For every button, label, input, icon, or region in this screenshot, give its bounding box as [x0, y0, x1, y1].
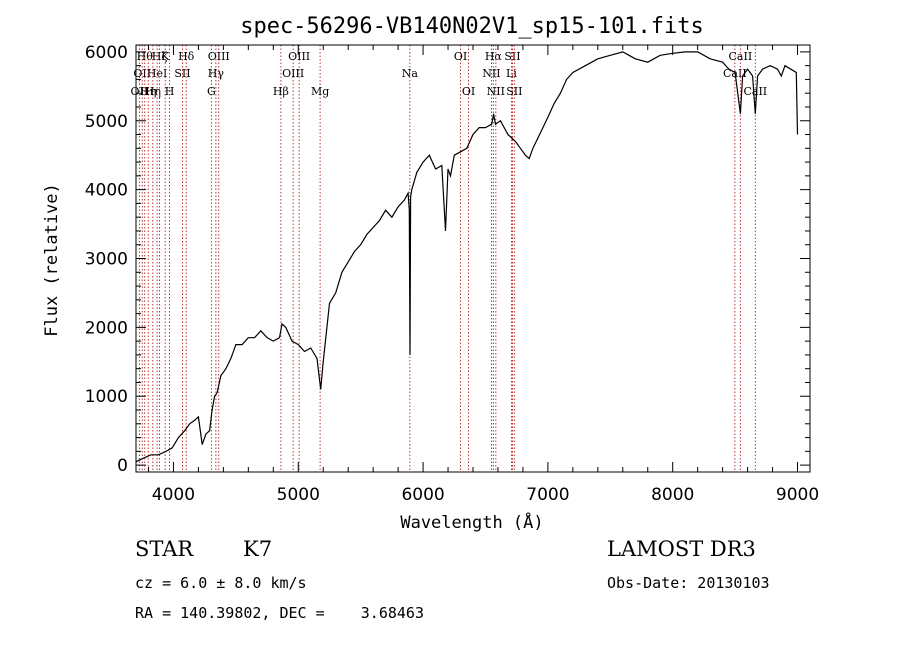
- line-marker-label: Hθ: [137, 50, 154, 63]
- y-tick-label: 3000: [85, 250, 128, 270]
- line-marker-label: K: [161, 50, 170, 63]
- line-marker-label: H: [165, 85, 175, 98]
- line-marker-label: Hβ: [273, 85, 289, 98]
- line-marker-label: Mg: [311, 85, 329, 98]
- line-marker-label: OII: [131, 85, 149, 98]
- x-axis-label: Wavelength (Å): [400, 511, 543, 533]
- line-marker-label: OIII: [282, 67, 304, 80]
- y-tick-label: 0: [117, 456, 128, 476]
- y-tick-label: 5000: [85, 112, 128, 132]
- x-tick-label: 4000: [152, 485, 195, 505]
- line-marker-label: OII: [133, 67, 151, 80]
- line-marker-label: NII: [487, 85, 505, 98]
- y-axis-label: Flux (relative): [42, 183, 62, 337]
- x-axis: 4000 5000 6000 7000 8000 9000: [147, 45, 819, 505]
- x-tick-label: 8000: [651, 485, 694, 505]
- line-marker-label: Hη: [145, 85, 161, 98]
- y-tick-label: 2000: [85, 318, 128, 338]
- line-marker-label: Li: [506, 67, 517, 80]
- line-marker-label: OIII: [288, 50, 310, 63]
- line-marker-label: OIII: [208, 50, 230, 63]
- coordinates-readout: RA = 140.39802, DEC = 3.68463: [135, 604, 424, 622]
- line-marker-label: HeI: [147, 67, 167, 80]
- line-marker-label: SII: [506, 85, 522, 98]
- redshift-readout: cz = 6.0 ± 8.0 km/s: [135, 574, 307, 592]
- line-marker-label: Hδ: [178, 50, 195, 63]
- line-marker-label: Hζ: [152, 50, 168, 63]
- spectrum-line: [135, 51, 799, 463]
- line-marker-label: Hη: [140, 85, 156, 98]
- line-marker-label: OI: [462, 85, 475, 98]
- x-tick-label: 5000: [277, 485, 320, 505]
- y-tick-label: 4000: [85, 181, 128, 201]
- line-marker-label: NII: [482, 67, 500, 80]
- survey-name: LAMOST DR3: [607, 537, 756, 561]
- line-marker-label: Hγ: [208, 67, 225, 80]
- y-tick-label: 6000: [85, 43, 128, 63]
- line-marker-label: SII: [174, 67, 190, 80]
- line-marker-label: Hα: [485, 50, 503, 63]
- line-marker-label: G: [207, 85, 216, 98]
- chart-title: spec-56296-VB140N02V1_sp15-101.fits: [240, 14, 704, 39]
- plot-frame: [135, 44, 811, 473]
- object-class: STAR: [135, 537, 194, 561]
- line-marker-label: Na: [402, 67, 419, 80]
- line-marker-label: SII: [504, 50, 520, 63]
- line-marker-label: CaII: [729, 50, 753, 63]
- line-marker-label: CaII: [743, 85, 767, 98]
- y-tick-label: 1000: [85, 387, 128, 407]
- x-tick-label: 6000: [401, 485, 444, 505]
- line-marker-label: OI: [454, 50, 467, 63]
- obs-date: Obs-Date: 20130103: [607, 574, 770, 592]
- object-subclass: K7: [243, 537, 273, 561]
- x-tick-label: 7000: [526, 485, 569, 505]
- x-tick-label: 9000: [776, 485, 819, 505]
- y-axis: 0 1000 2000 3000 4000 5000 6000: [85, 43, 810, 476]
